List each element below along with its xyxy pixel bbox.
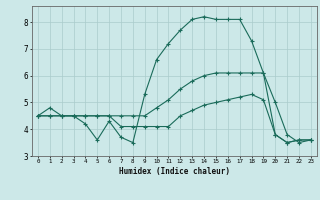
X-axis label: Humidex (Indice chaleur): Humidex (Indice chaleur) bbox=[119, 167, 230, 176]
